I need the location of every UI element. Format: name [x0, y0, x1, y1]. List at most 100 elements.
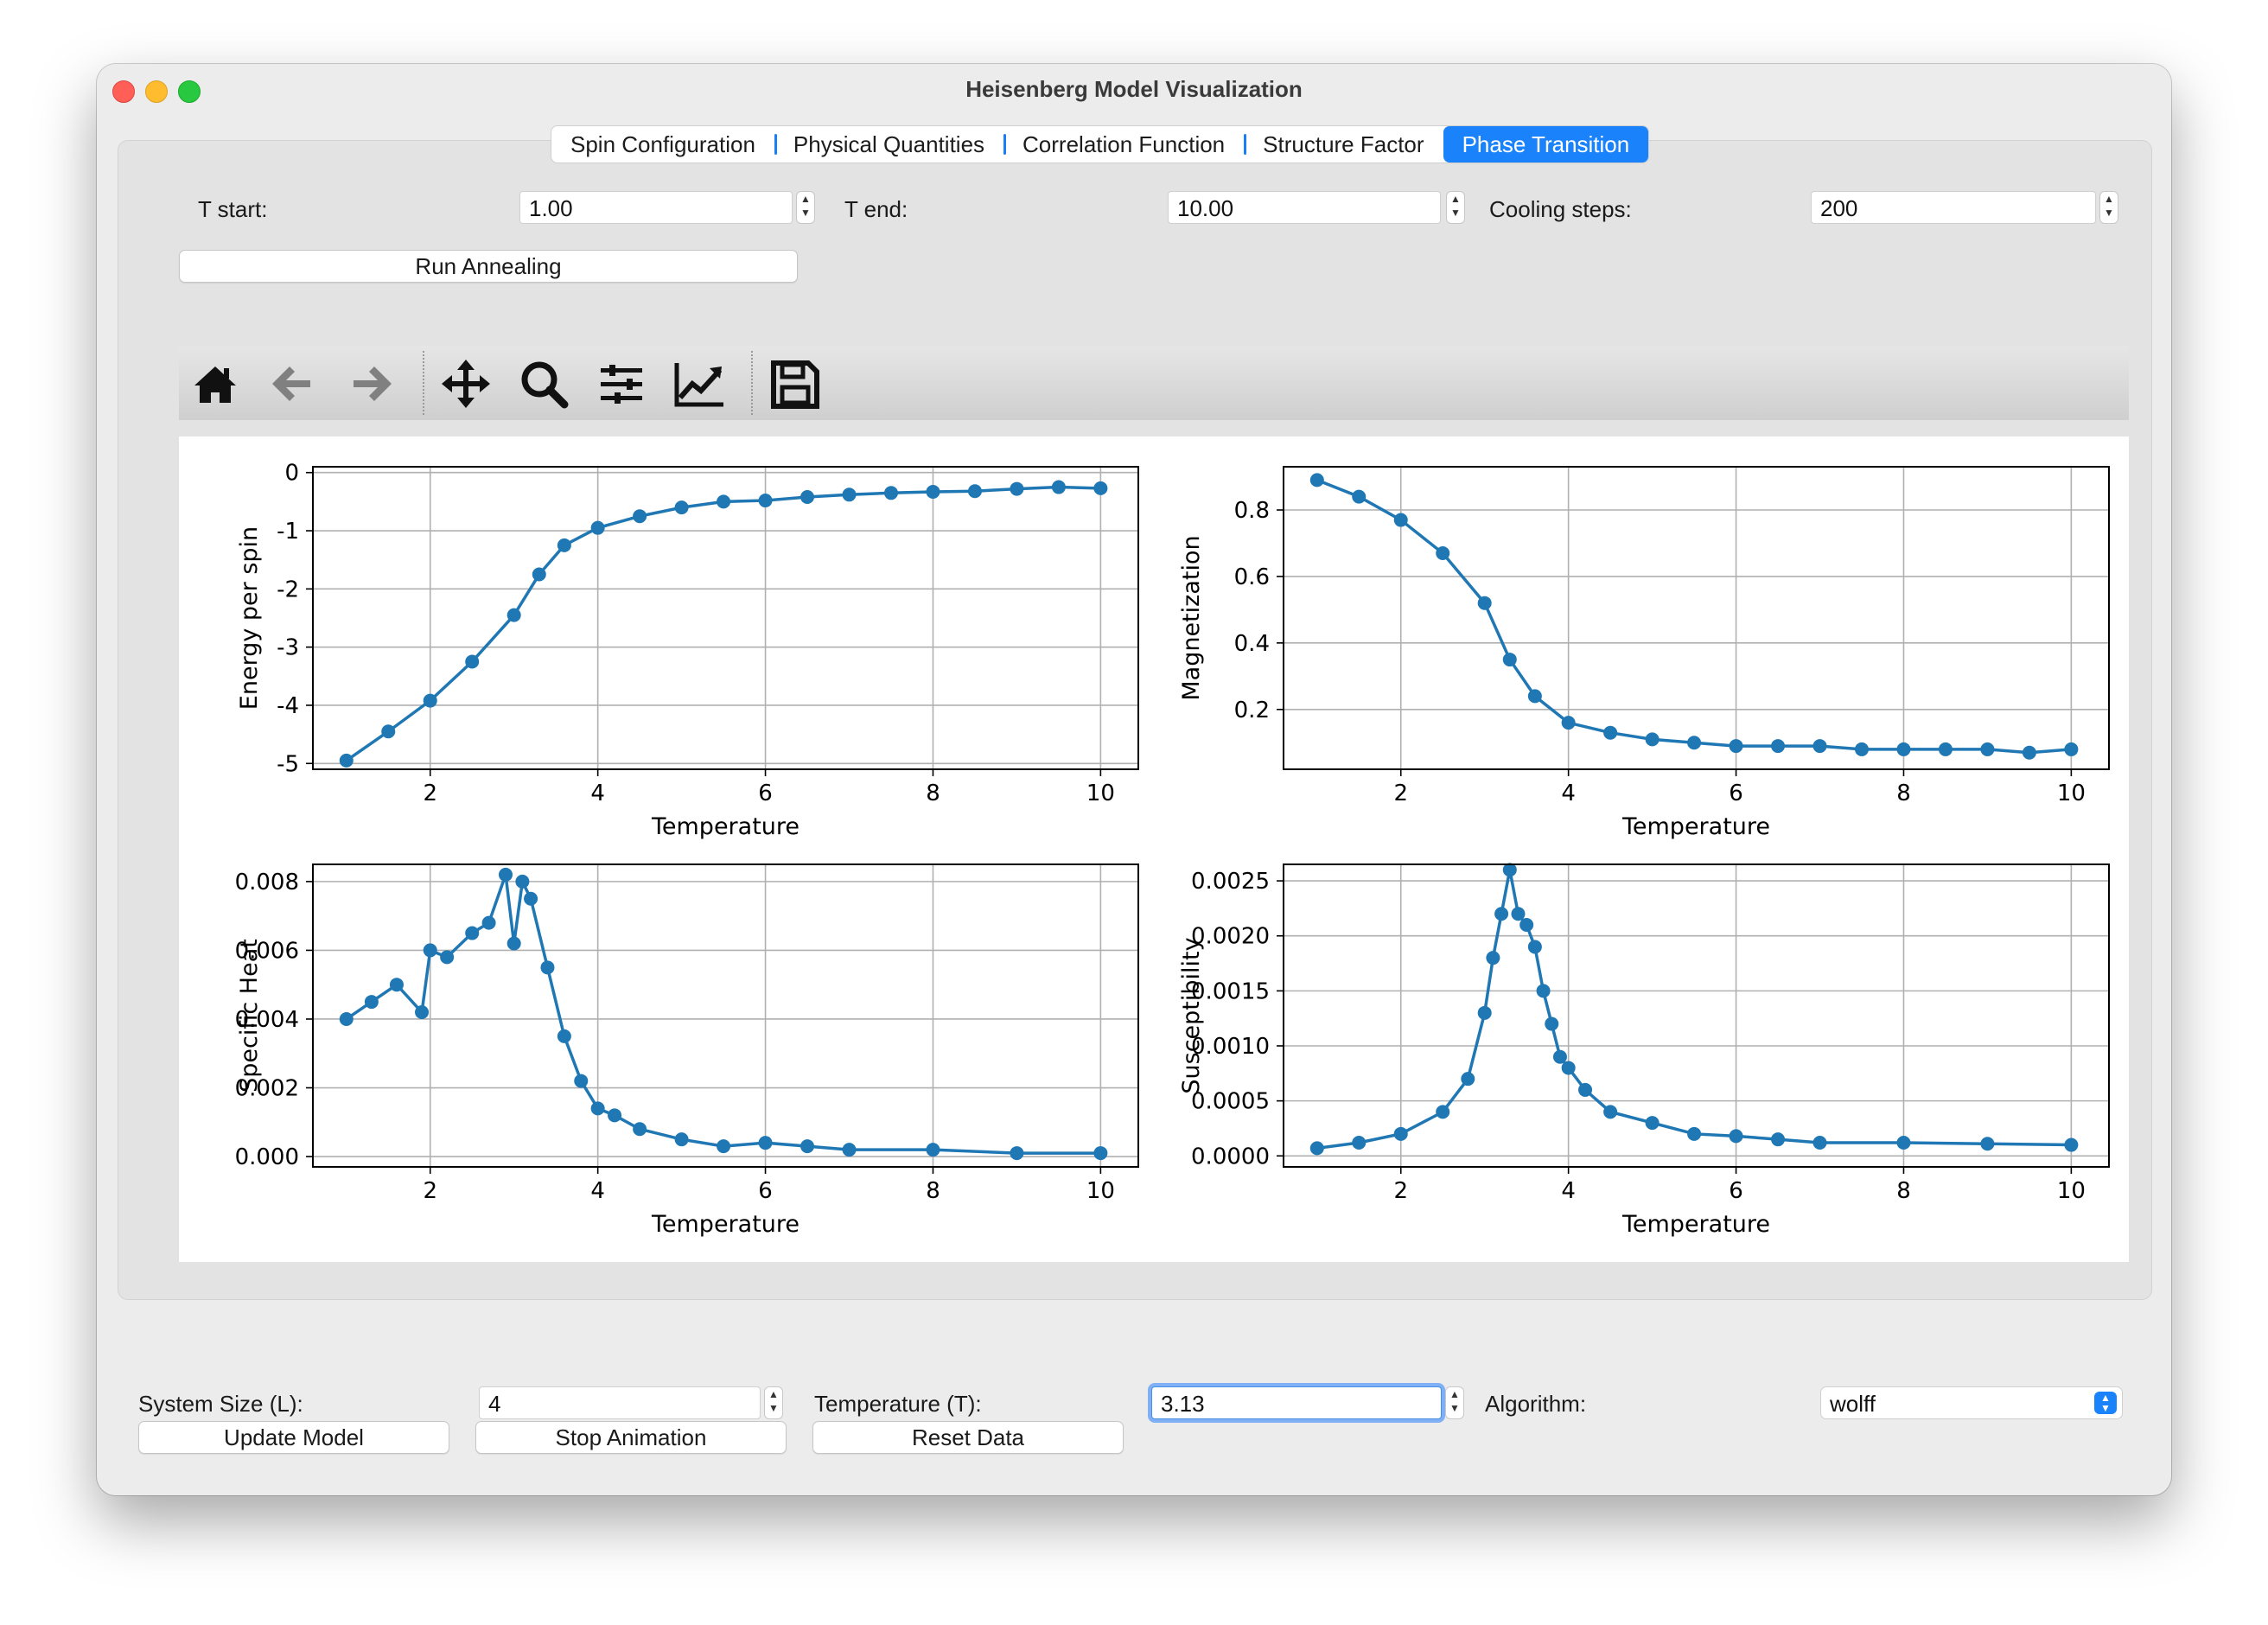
data-point — [339, 1011, 354, 1026]
y-tick-label: 0.008 — [235, 870, 299, 895]
close-window-button[interactable] — [112, 80, 135, 103]
data-point — [1687, 1126, 1702, 1141]
data-point — [1477, 596, 1492, 610]
data-point — [506, 936, 521, 951]
data-point — [381, 724, 396, 739]
y-axis-label: Energy per spin — [236, 526, 263, 710]
data-point — [1352, 489, 1367, 504]
data-point — [1812, 1136, 1827, 1150]
edit-axis-icon[interactable] — [672, 356, 727, 411]
system-size-label: System Size (L): — [138, 1391, 303, 1417]
figure-canvas[interactable]: 2 4 6 8 10 0 -1 -2 -3 -4 -5 Temperature Energy per s… — [179, 437, 2129, 1262]
configure-subplots-icon[interactable] — [594, 356, 649, 411]
x-tick-label: 4 — [1561, 1178, 1576, 1204]
data-point — [842, 488, 857, 502]
home-icon[interactable] — [188, 356, 243, 411]
data-point — [557, 1029, 571, 1043]
y-tick-label: 0.8 — [1234, 498, 1270, 524]
data-point — [1896, 1136, 1911, 1150]
data-point — [481, 915, 496, 930]
data-point — [758, 494, 773, 508]
data-point — [465, 926, 480, 940]
x-tick-label: 8 — [1896, 1178, 1911, 1204]
data-point — [1603, 1105, 1618, 1119]
data-point — [717, 1139, 731, 1154]
data-point — [590, 520, 605, 535]
save-icon[interactable] — [767, 356, 822, 411]
stop-animation-button[interactable]: Stop Animation — [475, 1421, 787, 1454]
y-tick-label: 0.0025 — [1191, 869, 1270, 895]
data-point — [532, 567, 546, 582]
x-axis-label: Temperature — [1621, 1211, 1770, 1238]
data-point — [883, 486, 898, 500]
x-tick-label: 2 — [423, 781, 437, 806]
system-size-field[interactable]: 4 — [479, 1386, 761, 1419]
temperature-label: Temperature (T): — [814, 1391, 982, 1417]
data-point — [1645, 1116, 1660, 1131]
x-tick-label: 6 — [1729, 1178, 1743, 1204]
update-model-button[interactable]: Update Model — [138, 1421, 449, 1454]
data-point — [515, 874, 530, 889]
x-tick-label: 10 — [2057, 1178, 2086, 1204]
y-tick-label: -2 — [277, 577, 299, 602]
data-point — [506, 608, 521, 622]
cooling-steps-stepper[interactable]: ▲ ▼ — [2099, 191, 2118, 224]
pan-icon[interactable] — [438, 356, 494, 411]
t-start-field[interactable]: 1.00 — [519, 191, 793, 224]
t-start-stepper[interactable]: ▲ ▼ — [796, 191, 815, 224]
tab-physical-quantities[interactable]: Physical Quantities — [774, 126, 1003, 162]
tab-pane: Spin Configuration Physical Quantities C… — [118, 125, 2152, 1300]
zoom-icon[interactable] — [516, 356, 571, 411]
t-start-label: T start: — [198, 196, 268, 222]
system-size-stepper[interactable]: ▲ ▼ — [764, 1386, 783, 1419]
x-tick-label: 10 — [1086, 781, 1115, 806]
axes-frame — [312, 466, 1139, 770]
data-point — [574, 1074, 589, 1088]
t-end-field[interactable]: 10.00 — [1168, 191, 1441, 224]
y-tick-label: 0 — [284, 461, 299, 487]
maximize-window-button[interactable] — [178, 80, 201, 103]
run-annealing-button[interactable]: Run Annealing — [179, 250, 798, 283]
data-point — [1352, 1136, 1367, 1150]
data-point — [1393, 513, 1408, 527]
data-point — [1511, 907, 1526, 921]
data-point — [465, 654, 480, 669]
series-line — [345, 874, 1101, 1155]
data-point — [364, 995, 379, 1010]
x-tick-label: 2 — [1393, 781, 1408, 806]
temperature-stepper[interactable]: ▲ ▼ — [1445, 1386, 1464, 1419]
algorithm-select[interactable]: wolff ▲ ▼ — [1820, 1386, 2123, 1419]
data-point — [633, 1122, 647, 1137]
back-arrow-icon[interactable] — [265, 356, 321, 411]
data-point — [842, 1143, 857, 1157]
data-point — [389, 978, 404, 992]
data-point — [1729, 1129, 1743, 1144]
y-tick-label: 0.002 — [235, 1076, 299, 1102]
forward-arrow-icon[interactable] — [343, 356, 398, 411]
data-point — [1051, 480, 1066, 494]
data-point — [2064, 1138, 2079, 1152]
data-point — [339, 753, 354, 768]
window-title: Heisenberg Model Visualization — [965, 76, 1303, 102]
t-end-stepper[interactable]: ▲ ▼ — [1446, 191, 1465, 224]
tab-spin-configuration[interactable]: Spin Configuration — [570, 131, 755, 157]
reset-data-button[interactable]: Reset Data — [812, 1421, 1124, 1454]
data-point — [1938, 742, 1953, 756]
data-point — [758, 1136, 773, 1150]
tab-correlation-function[interactable]: Correlation Function — [1003, 126, 1244, 162]
cooling-steps-field[interactable]: 200 — [1811, 191, 2096, 224]
y-tick-label: 0.0010 — [1191, 1034, 1270, 1060]
tab-phase-transition[interactable]: Phase Transition — [1443, 126, 1649, 162]
x-tick-label: 4 — [1561, 781, 1576, 806]
data-point — [1854, 742, 1869, 756]
data-point — [1502, 653, 1517, 667]
data-point — [1461, 1072, 1475, 1087]
data-point — [1436, 546, 1450, 560]
cooling-steps-label: Cooling steps: — [1489, 196, 1632, 222]
tab-structure-factor[interactable]: Structure Factor — [1244, 126, 1443, 162]
minimize-window-button[interactable] — [145, 80, 168, 103]
temperature-field[interactable]: 3.13 — [1151, 1386, 1442, 1419]
y-axis-label: Susceptibility — [1178, 937, 1205, 1093]
chevron-updown-icon: ▲ ▼ — [2094, 1392, 2117, 1414]
data-point — [423, 693, 437, 708]
